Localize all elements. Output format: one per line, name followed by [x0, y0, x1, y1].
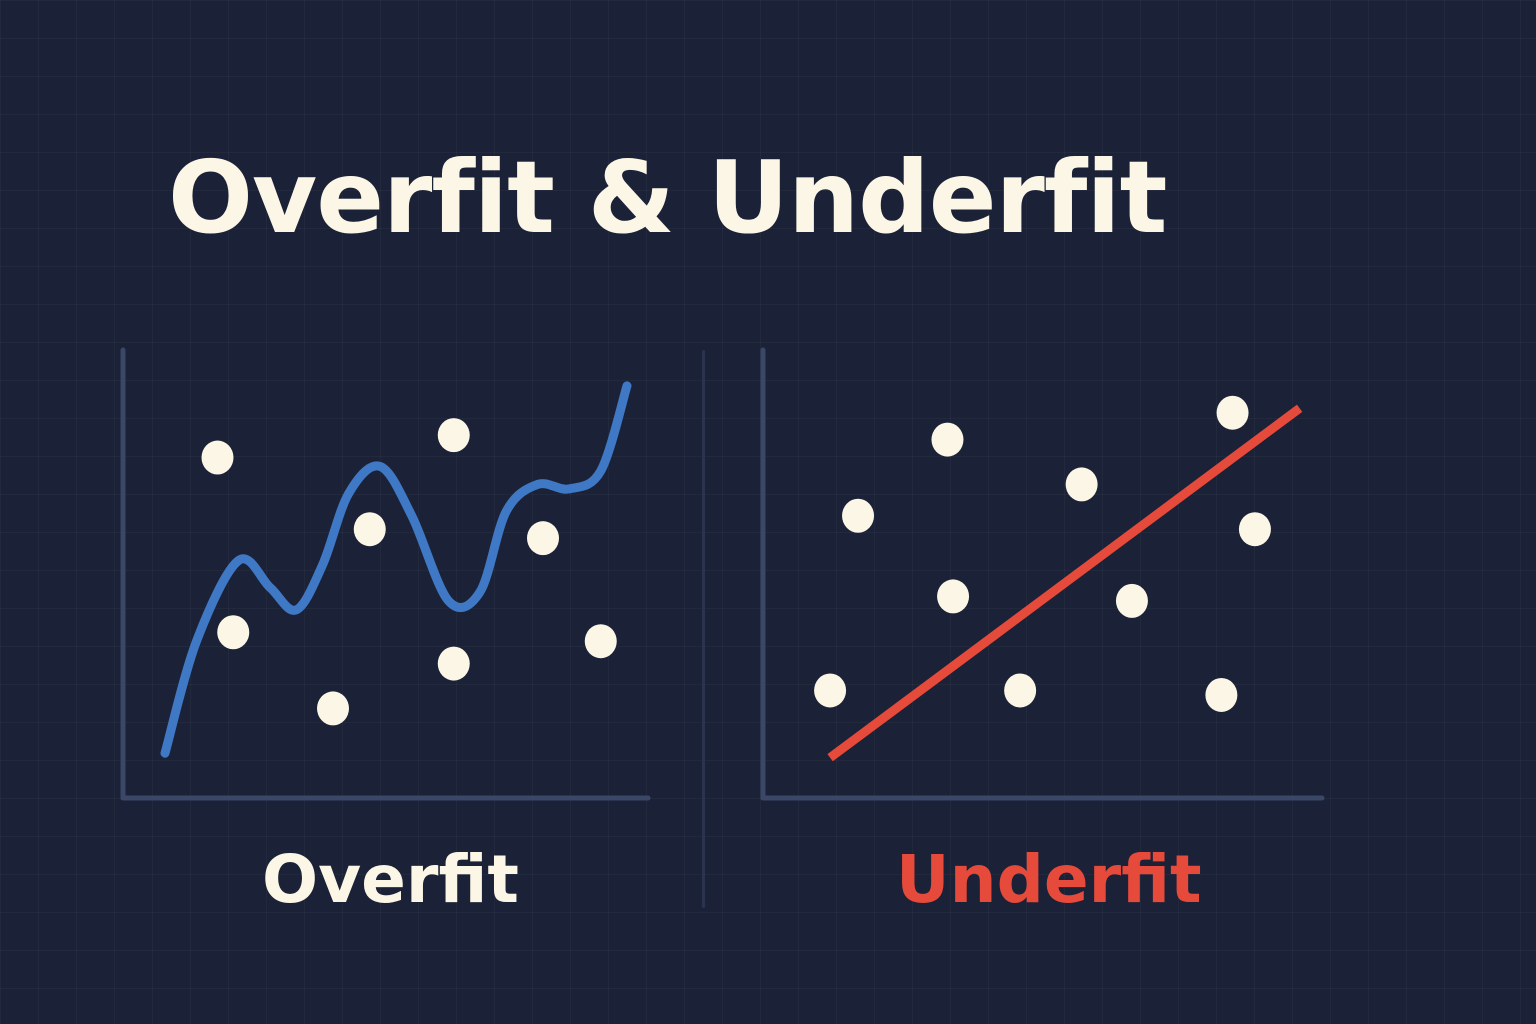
- data-point: [1205, 677, 1238, 712]
- data-point: [317, 691, 349, 726]
- underfit-line: [827, 404, 1303, 762]
- data-point: [527, 521, 559, 556]
- data-point: [584, 624, 617, 659]
- data-point: [437, 418, 470, 453]
- data-point: [217, 615, 250, 650]
- data-point: [1238, 512, 1271, 547]
- overfit-label: Overfit: [262, 841, 519, 918]
- data-point: [937, 579, 970, 614]
- data-point: [437, 646, 470, 681]
- overfit-curve: [160, 381, 632, 758]
- panel-divider: [702, 350, 705, 908]
- data-point: [201, 440, 234, 475]
- data-point: [814, 673, 847, 708]
- underfit-label: Underfit: [896, 841, 1202, 918]
- data-point: [1065, 467, 1098, 502]
- data-point: [1004, 673, 1037, 708]
- data-point: [1216, 395, 1249, 430]
- data-point: [842, 498, 875, 533]
- data-point: [1115, 583, 1148, 618]
- page-title: Overfit & Underfit: [168, 139, 1167, 256]
- data-point: [353, 512, 386, 547]
- data-point: [931, 422, 964, 457]
